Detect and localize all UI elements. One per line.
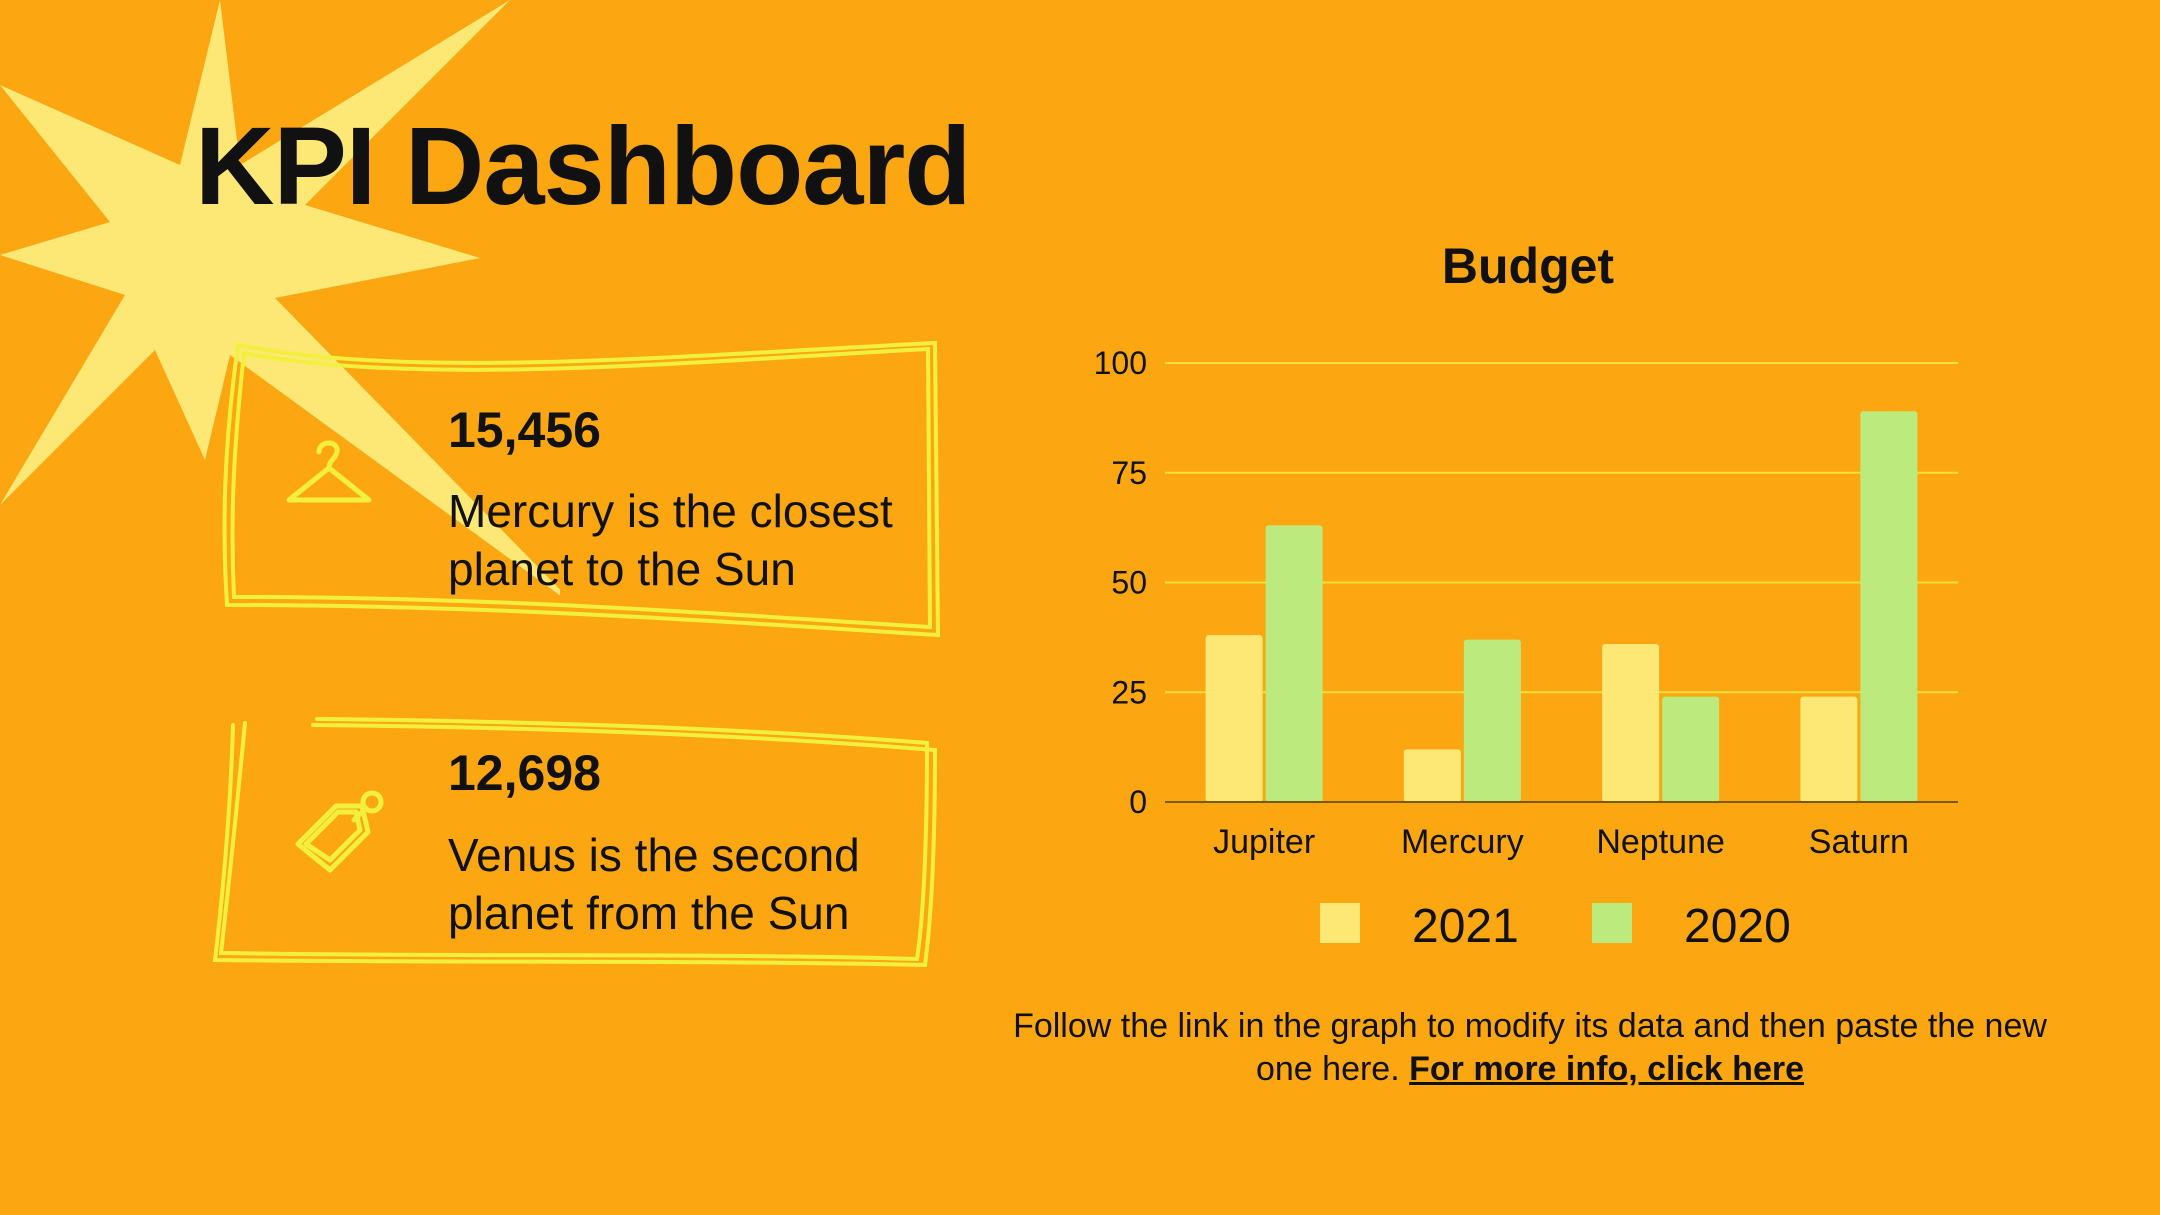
more-info-link[interactable]: For more info, click here xyxy=(1409,1050,1804,1088)
y-tick-label: 50 xyxy=(1111,565,1147,601)
x-tick-label: Neptune xyxy=(1596,823,1725,861)
y-tick-label: 100 xyxy=(1094,345,1147,381)
price-tag-icon xyxy=(295,790,384,873)
star-shape xyxy=(0,0,560,596)
x-tick-label: Saturn xyxy=(1809,823,1909,861)
bar-2020-mercury xyxy=(1463,639,1521,802)
kpi-value-2: 12,698 xyxy=(448,745,601,801)
chart-title: Budget xyxy=(1442,238,1615,294)
page-title: KPI Dashboard xyxy=(195,105,971,228)
footnote-text: Follow the link in the graph to modify i… xyxy=(1013,1007,2047,1088)
bar-2021-neptune xyxy=(1602,643,1660,802)
legend-label-2021: 2021 xyxy=(1412,900,1519,953)
x-tick-label: Jupiter xyxy=(1213,823,1315,861)
kpi-value-1: 15,456 xyxy=(448,402,601,458)
kpi-description-2: Venus is the second planet from the Sun xyxy=(448,829,860,939)
legend-label-2020: 2020 xyxy=(1684,900,1791,953)
chart-legend: 2021 2020 xyxy=(1320,900,1791,953)
legend-swatch-2021 xyxy=(1320,903,1360,943)
y-tick-label: 0 xyxy=(1129,784,1147,820)
kpi-frame-2 xyxy=(212,717,938,968)
bar-2021-saturn xyxy=(1800,696,1858,802)
y-tick-label: 25 xyxy=(1111,674,1147,710)
legend-swatch-2020 xyxy=(1592,903,1632,943)
bar-2021-jupiter xyxy=(1205,635,1263,802)
footnote: Follow the link in the graph to modify i… xyxy=(1000,1005,2060,1091)
bar-2020-neptune xyxy=(1662,696,1720,802)
axes: 0 25 50 75 100 Jupiter Mercury Neptune Saturn xyxy=(1094,345,1958,861)
bar-2020-jupiter xyxy=(1265,525,1323,802)
grid-lines xyxy=(1165,362,1958,694)
bar-series xyxy=(1205,411,1918,802)
x-tick-label: Mercury xyxy=(1401,823,1524,861)
bar-2020-saturn xyxy=(1860,411,1918,802)
y-tick-label: 75 xyxy=(1111,455,1147,491)
hanger-icon xyxy=(286,440,372,503)
star-decoration xyxy=(0,0,560,596)
kpi-description-1: Mercury is the closest planet to the Sun xyxy=(448,485,893,595)
bar-2021-mercury xyxy=(1403,749,1461,802)
kpi-frame-1 xyxy=(222,340,941,638)
